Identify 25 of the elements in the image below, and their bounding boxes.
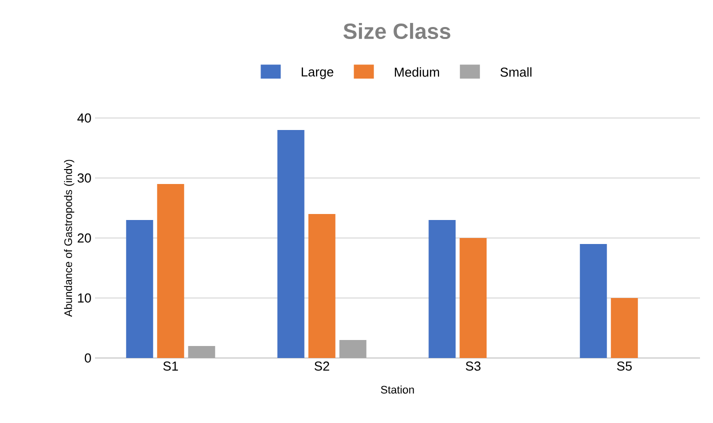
x-tick-label: S1	[163, 362, 178, 371]
bar	[580, 244, 607, 358]
x-tick-label: S2	[314, 362, 330, 371]
y-axis-title: Abundance of Gastropods (indv)	[64, 160, 74, 317]
y-tick-label: 0	[84, 353, 91, 363]
legend-label: Medium	[394, 67, 440, 77]
bar	[339, 340, 366, 358]
bar	[460, 238, 487, 358]
chart-title: Size Class	[343, 22, 450, 40]
bar	[277, 130, 304, 358]
bar	[157, 184, 184, 358]
bar	[126, 220, 154, 358]
y-tick-label: 20	[78, 233, 91, 243]
bar	[308, 214, 336, 358]
y-tick-label: 10	[78, 293, 91, 303]
x-axis-title: Station	[380, 386, 414, 394]
y-tick-label: 40	[77, 113, 91, 123]
bar	[428, 220, 456, 358]
bar	[610, 298, 638, 358]
x-tick-label: S5	[617, 362, 632, 371]
bar	[188, 346, 216, 358]
y-tick-label: 30	[78, 173, 91, 183]
legend-label: Large	[302, 67, 334, 80]
x-tick-label: S3	[466, 362, 480, 371]
legend-label: Small	[500, 67, 532, 77]
